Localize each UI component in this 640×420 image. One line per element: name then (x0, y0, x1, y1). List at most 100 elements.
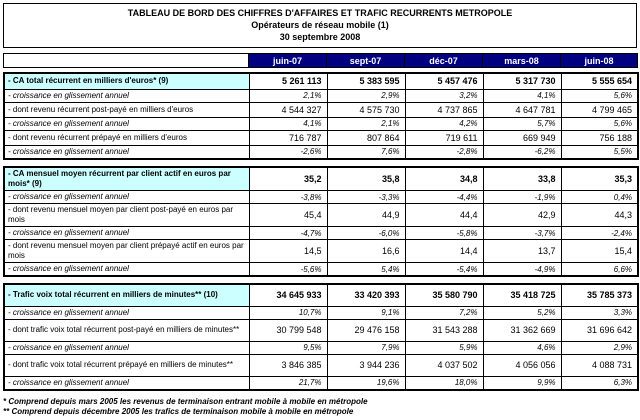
cell-value: 4 037 502 (404, 353, 484, 377)
table-row: - croissance en glissement annuel 4,1% 2… (3, 116, 639, 131)
cell-value: 35 785 373 (560, 283, 639, 307)
cell-value: -2,6% (248, 144, 328, 159)
table-row: - dont revenu récurrent post-payé en mil… (3, 101, 639, 118)
column-header: déc-07 (404, 53, 483, 68)
cell-value: 34,8 (404, 166, 484, 191)
cell-value: 5 261 113 (248, 72, 328, 90)
cell-value: 10,7% (248, 305, 328, 320)
cell-value: 807 864 (326, 129, 406, 146)
cell-value: 19,6% (326, 375, 406, 390)
cell-value: -4,4% (404, 190, 484, 204)
cell-value: 4,1% (248, 116, 328, 131)
cell-value: 30 799 548 (248, 318, 328, 342)
row-label: - dont revenu récurrent post-payé en mil… (3, 101, 250, 118)
cell-value: 5 317 730 (482, 72, 562, 90)
cell-value: 6,6% (560, 262, 639, 277)
cell-value: 44,9 (326, 203, 406, 227)
table-row: - CA total récurrent en milliers d'euros… (3, 72, 639, 90)
cell-value: -2,4% (560, 226, 639, 240)
row-label: - CA total récurrent en milliers d'euros… (3, 72, 250, 90)
cell-value: 669 949 (482, 129, 562, 146)
table-row: - croissance en glissement annuel -5,6% … (3, 262, 639, 277)
cell-value: -3,3% (326, 190, 406, 204)
cell-value: 31 543 288 (404, 318, 484, 342)
cell-value: 35,3 (560, 166, 639, 191)
cell-value: 21,7% (248, 375, 328, 390)
cell-value: 0,4% (560, 190, 639, 204)
cell-value: -2,8% (404, 144, 484, 159)
cell-value: 44,3 (560, 203, 639, 227)
cell-value: 2,1% (248, 88, 328, 103)
row-label: - dont revenu mensuel moyen par client p… (3, 239, 250, 263)
cell-value: 16,6 (326, 239, 406, 263)
cell-value: 5 383 595 (326, 72, 406, 90)
row-label: - croissance en glissement annuel (3, 190, 250, 204)
table-row: - dont trafic voix total récurrent prépa… (3, 353, 639, 377)
cell-value: 9,9% (482, 375, 562, 390)
cell-value: 35 418 725 (482, 283, 562, 307)
row-label: - croissance en glissement annuel (3, 340, 250, 355)
cell-value: 15,4 (560, 239, 639, 263)
cell-value: 5,7% (482, 116, 562, 131)
cell-value: 33 420 393 (326, 283, 406, 307)
column-header: sept-07 (326, 53, 405, 68)
column-header: juin-07 (248, 53, 327, 68)
cell-value: 13,7 (482, 239, 562, 263)
cell-value: 45,4 (248, 203, 328, 227)
cell-value: 42,9 (482, 203, 562, 227)
cell-value: 4 799 465 (560, 101, 639, 118)
table-row: - croissance en glissement annuel 21,7% … (3, 375, 639, 390)
cell-value: 4 737 865 (404, 101, 484, 118)
cell-value: 7,6% (326, 144, 406, 159)
table-row: - Trafic voix total récurrent en millier… (3, 283, 639, 307)
table-row: juin-07 sept-07 déc-07 mars-08 juin-08 (3, 53, 638, 68)
cell-value: 5,4% (326, 262, 406, 277)
cell-value: 3 944 236 (326, 353, 406, 377)
report-title-line2: Opérateurs de réseau mobile (1) (251, 20, 389, 30)
table-row: - croissance en glissement annuel -2,6% … (3, 144, 639, 159)
cell-value: -3,8% (248, 190, 328, 204)
cell-value: 719 611 (404, 129, 484, 146)
table-row: - croissance en glissement annuel 9,5% 7… (3, 340, 639, 355)
cell-value: 5 555 654 (560, 72, 639, 90)
cell-value: 2,9% (560, 340, 639, 355)
cell-value: 4,6% (482, 340, 562, 355)
cell-value: 5,6% (560, 116, 639, 131)
cell-value: 33,8 (482, 166, 562, 191)
cell-value: 31 696 642 (560, 318, 639, 342)
cell-value: 9,1% (326, 305, 406, 320)
cell-value: -3,7% (482, 226, 562, 240)
row-label: - CA mensuel moyen récurrent par client … (3, 166, 250, 191)
column-header-row: juin-07 sept-07 déc-07 mars-08 juin-08 (3, 53, 638, 68)
row-label: - croissance en glissement annuel (3, 116, 250, 131)
report-title-line3: 30 septembre 2008 (279, 32, 361, 42)
cell-value: 35 580 790 (404, 283, 484, 307)
cell-value: 4 056 056 (482, 353, 562, 377)
cell-value: 14,5 (248, 239, 328, 263)
cell-value: 9,5% (248, 340, 328, 355)
cell-value: 7,9% (326, 340, 406, 355)
cell-value: -4,9% (482, 262, 562, 277)
table-row: - dont revenu mensuel moyen par client p… (3, 203, 639, 227)
row-label: - croissance en glissement annuel (3, 144, 250, 159)
cell-value: 5,2% (482, 305, 562, 320)
cell-value: -6,0% (326, 226, 406, 240)
table-row: - croissance en glissement annuel -4,7% … (3, 226, 639, 240)
table-row: - dont trafic voix total récurrent post-… (3, 318, 639, 342)
footnote: ** Comprend depuis décembre 2005 les tra… (3, 406, 354, 416)
corner-cell (3, 53, 249, 68)
cell-value: 716 787 (248, 129, 328, 146)
section-ca-mensuel-moyen: - CA mensuel moyen récurrent par client … (3, 165, 639, 277)
cell-value: 35,8 (326, 166, 406, 191)
cell-value: 3 846 385 (248, 353, 328, 377)
table-row: - croissance en glissement annuel 2,1% 2… (3, 88, 639, 103)
cell-value: 5,9% (404, 340, 484, 355)
row-label: - dont revenu mensuel moyen par client p… (3, 203, 250, 227)
cell-value: 29 476 158 (326, 318, 406, 342)
footnotes: * Comprend depuis mars 2005 les revenus … (3, 397, 637, 417)
section-trafic-voix: - Trafic voix total récurrent en millier… (3, 283, 639, 391)
cell-value: 34 645 933 (248, 283, 328, 307)
cell-value: 3,3% (560, 305, 639, 320)
cell-value: 5,5% (560, 144, 639, 159)
